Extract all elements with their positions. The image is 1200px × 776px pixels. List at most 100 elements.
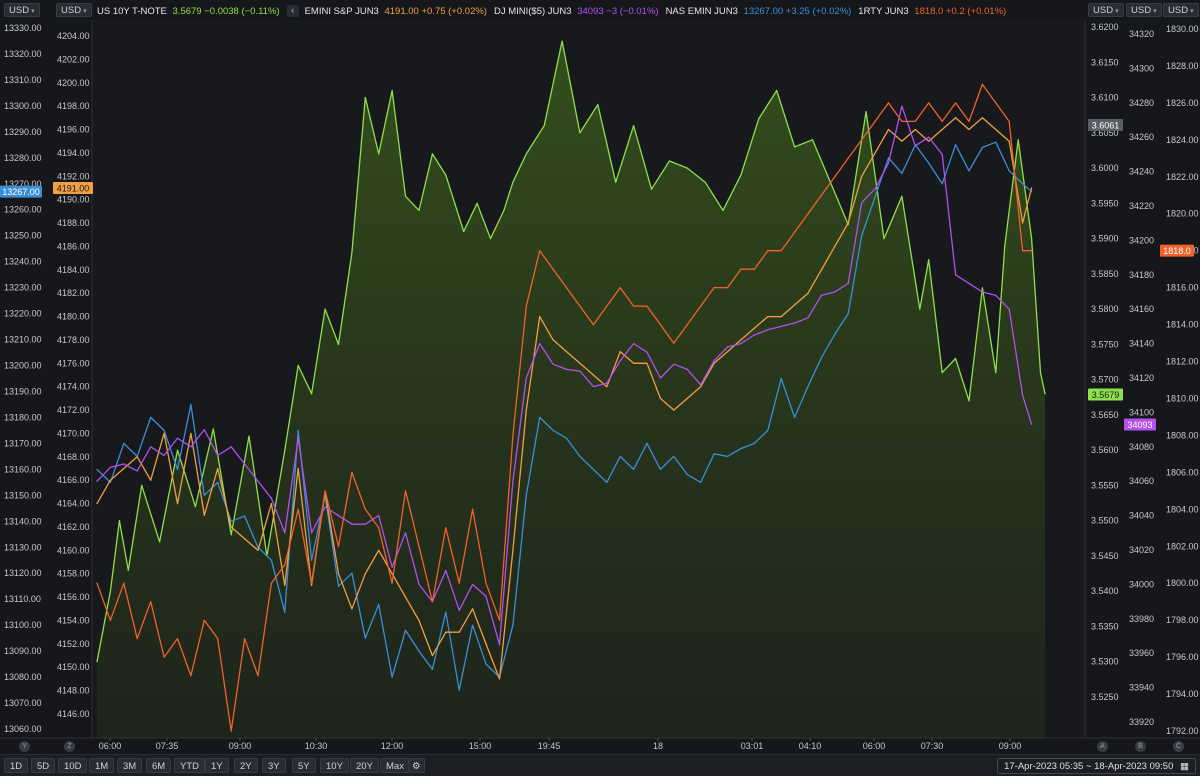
range-max-button[interactable]: Max <box>380 758 410 773</box>
data-point-sp <box>659 397 662 399</box>
data-point-dj <box>646 351 648 353</box>
range-1d-button[interactable]: 1D <box>4 758 29 773</box>
data-point-dj <box>525 377 527 379</box>
currency-select-rty[interactable]: USD ▾ <box>1163 3 1199 17</box>
y-tick-label-nas: 13300.00 <box>4 101 42 111</box>
data-point-rty <box>955 102 957 104</box>
data-point-tnote <box>378 153 380 155</box>
currency-select-nas[interactable]: USD ▾ <box>4 3 40 17</box>
data-point-rty <box>941 120 943 122</box>
y-tick-label-sp: 4152.00 <box>57 639 90 649</box>
y-tick-label-rty: 1806.00 <box>1166 467 1199 477</box>
x-tick-label: 07:35 <box>156 741 179 751</box>
axis-label-sp[interactable]: Z <box>64 741 75 752</box>
legend-item-tnote[interactable]: US 10Y T-NOTE 3.5679 −0.0038 (−0.11%) <box>97 5 280 17</box>
data-point-sp <box>458 631 460 633</box>
currency-select-sp[interactable]: USD ▾ <box>56 3 92 17</box>
collapse-legend-button[interactable]: ‹ <box>286 5 299 17</box>
y-tick-label-dj: 33940 <box>1129 683 1154 693</box>
data-point-tnote <box>919 308 921 310</box>
range-5y-button[interactable]: 5Y <box>292 758 316 773</box>
y-tick-label-tnote: 3.5350 <box>1091 621 1119 631</box>
data-point-sp <box>539 316 541 318</box>
date-range-display[interactable]: 17-Apr-2023 05:35 ~ 18-Apr-2023 09:50 ▦ <box>997 758 1196 774</box>
range-3y-button[interactable]: 3Y <box>262 758 286 773</box>
data-point-rty <box>404 490 407 492</box>
data-point-sp <box>525 409 527 411</box>
axis-sp: 4204.00 4202.00 4200.00 4198.00 4196.00 4194.… <box>57 31 90 719</box>
settings-button[interactable]: ⚙ <box>408 758 425 773</box>
y-tick-label-dj: 33960 <box>1129 648 1154 658</box>
data-point-nas <box>539 416 541 418</box>
data-point-nas <box>512 624 514 626</box>
data-point-rty <box>324 490 326 492</box>
data-point-sp <box>901 140 903 142</box>
y-tick-label-sp: 4148.00 <box>57 686 90 696</box>
y-tick-label-nas: 13060.00 <box>4 724 42 734</box>
y-tick-label-nas: 13220.00 <box>4 309 42 319</box>
data-point-sp <box>834 245 836 247</box>
multi-series-chart[interactable]: 13330.00 13320.00 13310.00 13300.00 13290.00… <box>0 0 1200 754</box>
data-point-sp <box>968 128 970 131</box>
range-1y-button[interactable]: 1Y <box>205 758 229 773</box>
data-point-tnote <box>941 372 943 374</box>
data-point-tnote <box>740 174 742 176</box>
data-point-sp <box>874 152 876 154</box>
range-6m-button[interactable]: 6M <box>146 758 172 773</box>
data-point-tnote <box>758 118 760 120</box>
y-tick-label-tnote: 3.5550 <box>1091 480 1119 490</box>
legend-item-sp[interactable]: EMINI S&P JUN3 4191.00 +0.75 (+0.02%) <box>304 5 487 17</box>
currency-select-tnote[interactable]: USD ▾ <box>1088 3 1124 17</box>
currency-select-dj[interactable]: USD ▾ <box>1126 3 1162 17</box>
axis-label-dj[interactable]: B <box>1135 741 1146 752</box>
range-10d-button[interactable]: 10D <box>58 758 88 773</box>
price-tags: 13267.00 4191.00 3.6061 3.5679 34093 1818.0 <box>0 119 1194 431</box>
data-point-rty <box>1008 120 1010 122</box>
data-point-sp <box>847 222 849 224</box>
data-point-dj <box>713 360 715 362</box>
data-point-tnote <box>1044 393 1046 395</box>
range-10y-button[interactable]: 10Y <box>320 758 349 773</box>
data-point-sp <box>351 608 353 610</box>
data-point-rty <box>525 305 527 307</box>
legend-item-dj[interactable]: DJ MINI($5) JUN3 34093 −3 (−0.01%) <box>493 5 659 17</box>
data-point-rty <box>968 120 970 122</box>
range-20y-button[interactable]: 20Y <box>350 758 379 773</box>
data-point-sp <box>887 128 890 131</box>
data-point-nas <box>217 481 219 483</box>
axis-label-nas[interactable]: Y <box>19 741 30 752</box>
range-1m-button[interactable]: 1M <box>89 758 115 773</box>
y-tick-label-sp: 4190.00 <box>57 195 90 205</box>
legend-item-nas[interactable]: NAS EMIN JUN3 13267.00 +3.25 (+0.02%) <box>665 5 852 17</box>
data-point-sp <box>163 432 165 434</box>
data-point-dj <box>445 570 447 572</box>
legend-item-rty[interactable]: 1RTY JUN3 1818.0 +0.2 (+0.01%) <box>858 5 1007 17</box>
y-tick-label-nas: 13200.00 <box>4 361 42 371</box>
range-ytd-button[interactable]: YTD <box>174 758 205 773</box>
data-point-dj <box>163 454 165 456</box>
data-point-rty <box>1031 250 1033 252</box>
data-point-nas <box>807 385 809 387</box>
data-point-tnote <box>776 89 778 92</box>
y-tick-label-nas: 13290.00 <box>4 127 42 137</box>
data-point-nas <box>633 468 635 470</box>
data-point-rty <box>431 601 433 603</box>
range-5d-button[interactable]: 5D <box>31 758 56 773</box>
data-point-tnote <box>865 111 867 113</box>
range-2y-button[interactable]: 2Y <box>234 758 258 773</box>
axis-label-rty[interactable]: C <box>1173 741 1184 752</box>
data-point-sp <box>686 397 688 399</box>
y-tick-label-tnote: 3.6050 <box>1091 128 1119 138</box>
data-point-dj <box>284 532 286 534</box>
range-3m-button[interactable]: 3M <box>117 758 143 773</box>
y-tick-label-rty: 1812.00 <box>1166 357 1199 367</box>
series-layer <box>96 40 1046 732</box>
data-point-sp <box>579 362 581 364</box>
y-tick-label-nas: 13330.00 <box>4 23 42 33</box>
data-point-tnote <box>928 259 930 261</box>
axis-rty: 1830.00 1828.00 1826.00 1824.00 1822.00 1820.… <box>1166 24 1199 736</box>
data-point-dj <box>686 368 688 370</box>
data-point-tnote <box>901 195 903 197</box>
axis-label-tnote[interactable]: A <box>1097 741 1108 752</box>
data-point-sp <box>391 573 393 575</box>
